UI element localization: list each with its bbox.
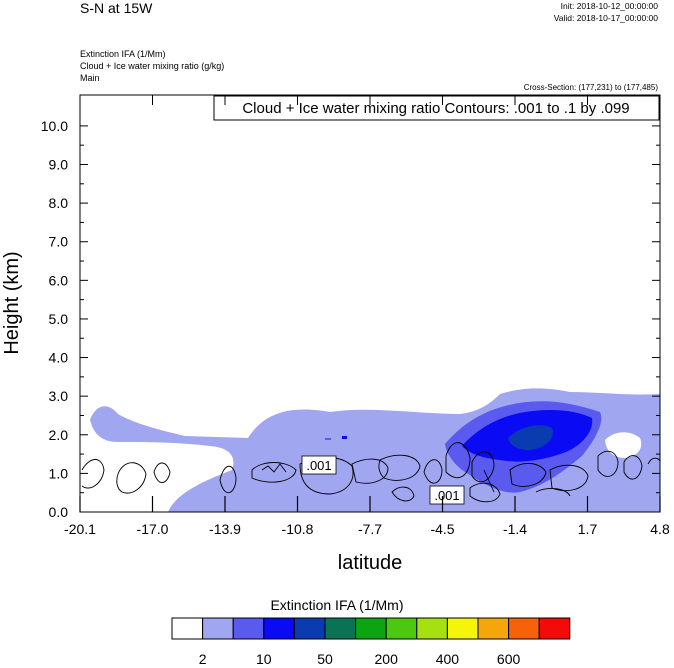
contour-line	[483, 469, 495, 493]
field-label-extinction: Extinction IFA (1/Mm)	[80, 49, 166, 59]
valid-time: Valid: 2018-10-17_00:00:00	[553, 13, 658, 23]
contour-line	[623, 455, 643, 480]
y-tick-label: 7.0	[49, 234, 69, 250]
x-tick-label: 4.8	[650, 521, 670, 537]
y-axis: 0.0 1.0 2.0 3.0 4.0 5.0 6.0 7.0 8.0 9.0 10.0	[41, 118, 660, 520]
contour-label: .001	[306, 458, 331, 473]
contour-label: .001	[434, 488, 459, 503]
contour-line	[261, 463, 287, 473]
clear-pocket	[605, 432, 642, 458]
x-tick-label: -1.4	[503, 521, 527, 537]
contour-line	[81, 459, 105, 489]
colorbar-swatch	[538, 617, 571, 640]
colorbar-swatch	[232, 617, 265, 640]
y-tick-label: 3.0	[49, 388, 69, 404]
cross-section-label: Cross-Section: (177,231) to (177,485)	[523, 83, 658, 92]
colorbar-swatch	[171, 617, 204, 640]
x-tick-label: -13.9	[209, 521, 241, 537]
colorbar-label: 50	[317, 651, 333, 667]
contour-line	[153, 462, 171, 483]
small-blip	[325, 438, 331, 440]
contour-line	[469, 482, 501, 503]
field-label-cloud-ice: Cloud + Ice water mixing ratio (g/kg)	[80, 61, 225, 71]
y-tick-label: 0.0	[49, 504, 69, 520]
y-tick-label: 4.0	[49, 350, 69, 366]
contour-line	[549, 464, 589, 492]
colorbar-label: 600	[497, 651, 521, 667]
contour-line	[471, 451, 495, 483]
contour-line	[351, 458, 389, 484]
colorbar-swatch	[446, 617, 479, 640]
small-blip	[200, 438, 205, 441]
extinction-region-dark	[508, 425, 553, 450]
plot-title: S-N at 15W	[80, 0, 153, 16]
x-tick-label: -20.1	[64, 521, 96, 537]
small-blip	[342, 436, 347, 439]
colorbar-swatch	[385, 617, 418, 640]
cloud-ice-contours	[81, 442, 660, 503]
colorbar-swatch	[202, 617, 234, 640]
contour-labels: .001 .001	[301, 455, 465, 505]
colorbar-swatch	[508, 617, 540, 640]
contour-line	[597, 450, 619, 477]
y-tick-label: 9.0	[49, 157, 69, 173]
colorbar-swatch	[355, 617, 387, 640]
x-axis-label: latitude	[338, 552, 403, 574]
colorbar: 2 10 50 200 400 600	[171, 617, 571, 667]
contour-line	[116, 462, 147, 494]
colorbar-swatch	[263, 617, 295, 640]
contour-line	[378, 454, 421, 481]
contour-line	[219, 465, 237, 493]
contour-line	[423, 459, 443, 484]
y-tick-label: 2.0	[49, 427, 69, 443]
small-blip	[212, 437, 217, 440]
x-tick-label: -7.7	[358, 521, 382, 537]
y-tick-label: 6.0	[49, 272, 69, 288]
field-label-main: Main	[80, 73, 100, 83]
x-tick-label: 1.7	[578, 521, 598, 537]
contour-line	[535, 488, 571, 497]
colorbar-label: 2	[199, 651, 207, 667]
colorbar-swatch	[324, 617, 357, 640]
y-tick-label: 5.0	[49, 311, 69, 327]
contour-info-box	[213, 95, 660, 121]
contour-line	[391, 486, 415, 502]
contour-line	[647, 457, 660, 465]
colorbar-swatch	[416, 617, 448, 640]
x-axis: -20.1 -17.0 -13.9 -10.8 -7.7 -4.5 -1.4 1.7 4.8	[64, 95, 670, 537]
contour-label-box	[301, 455, 337, 475]
contour-line	[251, 462, 297, 483]
x-tick-label: -10.8	[282, 521, 314, 537]
colorbar-swatch	[293, 617, 326, 640]
colorbar-label: 400	[436, 651, 460, 667]
colorbar-label: 10	[256, 651, 272, 667]
contour-info: Cloud + Ice water mixing ratio Contours:…	[242, 100, 629, 117]
y-tick-label: 1.0	[49, 465, 69, 481]
contour-line	[509, 463, 547, 487]
init-time: Init: 2018-10-12_00:00:00	[560, 1, 658, 11]
y-tick-label: 8.0	[49, 195, 69, 211]
contour-label-box	[429, 485, 465, 505]
filled-contours	[81, 388, 660, 512]
colorbar-title: Extinction IFA (1/Mm)	[270, 597, 404, 613]
y-axis-label: Height (km)	[1, 251, 23, 354]
y-tick-label: 10.0	[41, 118, 68, 134]
x-tick-label: -4.5	[430, 521, 454, 537]
contour-line	[445, 442, 471, 479]
colorbar-label: 200	[375, 651, 399, 667]
colorbar-swatch	[477, 617, 510, 640]
x-tick-label: -17.0	[137, 521, 169, 537]
